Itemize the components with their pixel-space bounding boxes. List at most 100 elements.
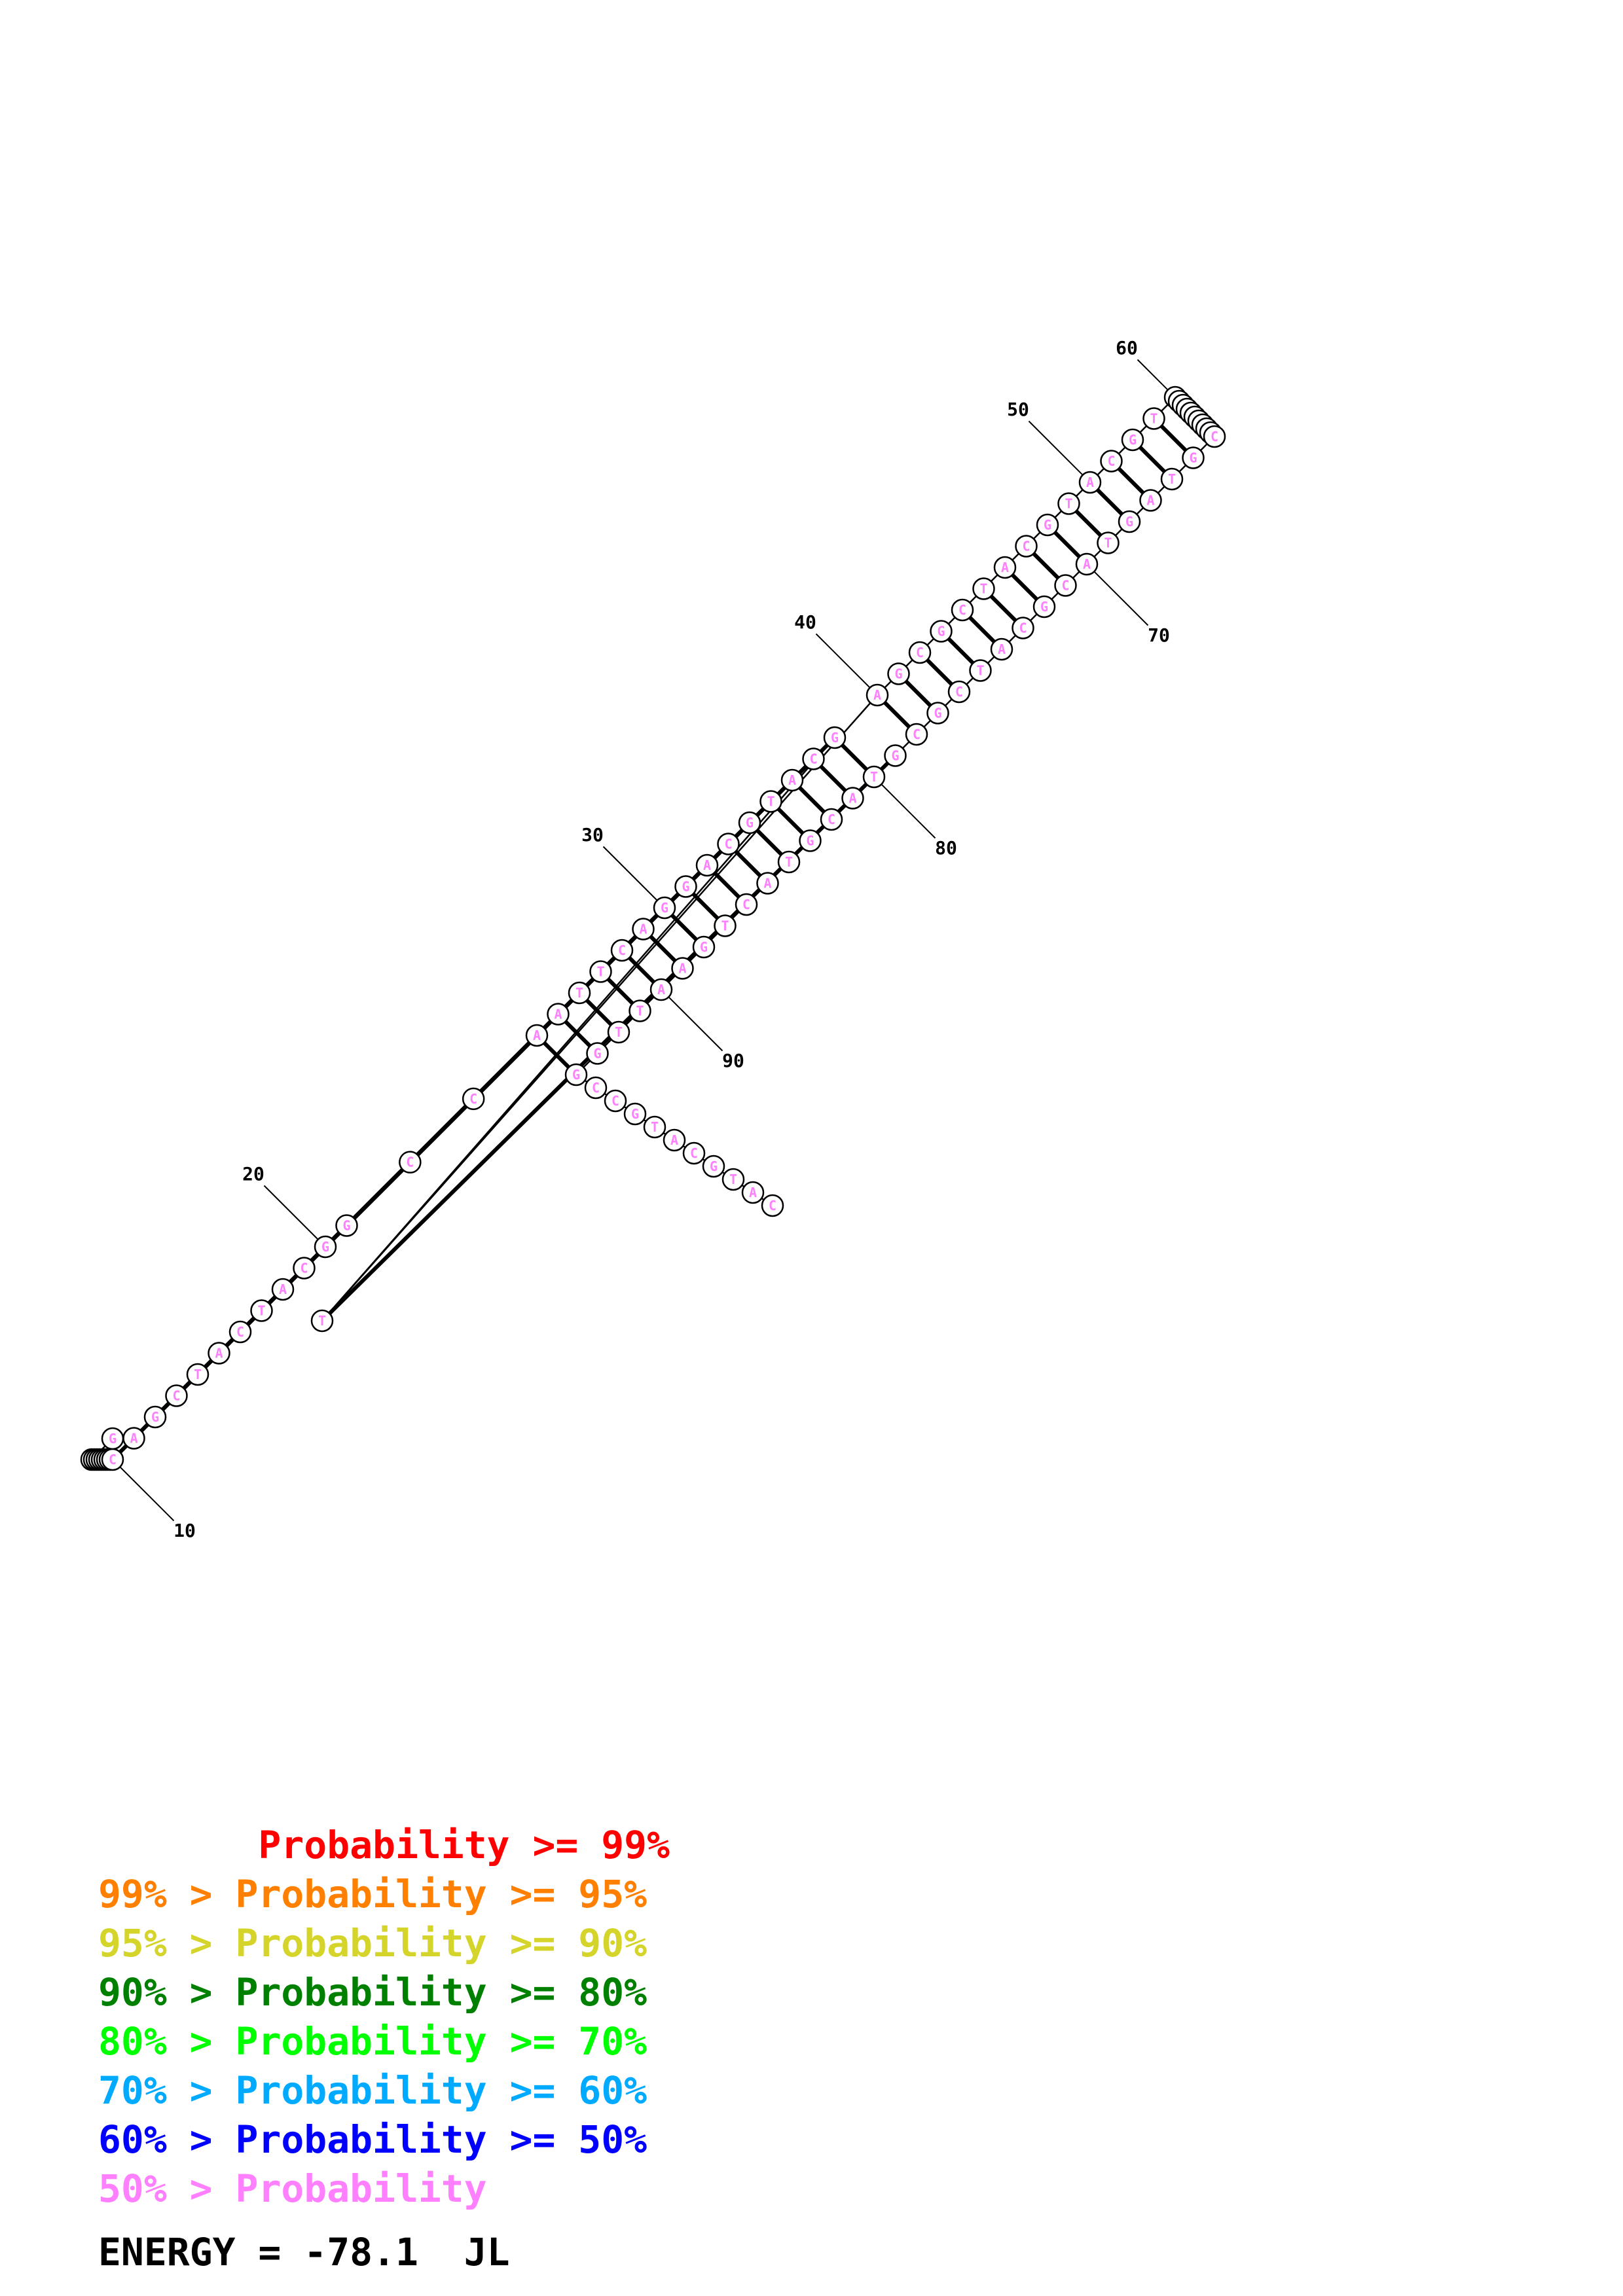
nucleotide-circle (101, 1448, 124, 1471)
nucleotide: T (972, 577, 995, 600)
nucleotide: T (777, 850, 801, 874)
backbone-link (321, 694, 878, 1321)
nucleotide-circle (674, 875, 697, 898)
nucleotide-circle (735, 893, 758, 916)
legend-line-2: 99% > Probability >= 95% (98, 1872, 647, 1916)
nucleotide-circle (525, 1024, 549, 1047)
nucleotide: G (702, 1155, 725, 1178)
nucleotide-circle (547, 1003, 570, 1026)
nucleotide-letter: T (767, 794, 775, 810)
nucleotide-circle (208, 1342, 230, 1365)
nucleotide-circle (663, 1128, 686, 1152)
base-pair-bond (320, 754, 897, 1323)
nucleotide-letter: C (955, 684, 963, 700)
numbering-tick (661, 989, 723, 1052)
nucleotide-letter: C (406, 1155, 414, 1170)
nucleotide: C (604, 1089, 627, 1113)
nucleotide-circle (993, 556, 1017, 579)
nucleotide: C (717, 833, 740, 855)
nucleotide-letter: G (1044, 517, 1051, 533)
nucleotide-letter: C (1019, 620, 1027, 636)
nucleotide-letter: G (891, 748, 899, 764)
nucleotide-letter: T (1150, 411, 1158, 427)
nucleotide: G (926, 702, 949, 725)
nucleotide: T (1160, 467, 1184, 491)
nucleotide: G (1121, 428, 1144, 452)
nucleotide-letter: T (596, 964, 604, 980)
nucleotide-circle (671, 957, 694, 980)
numbering-label: 90 (722, 1050, 744, 1071)
nucleotide: T (714, 914, 737, 937)
numbering-label: 70 (1148, 624, 1170, 646)
nucleotide-letter: C (1211, 429, 1218, 444)
nucleotide: G (586, 1042, 609, 1065)
nucleotide: T (568, 981, 591, 1005)
nucleotide: G (930, 620, 953, 643)
numbering-label: 40 (794, 611, 816, 633)
nucleotide-circle (741, 1181, 765, 1204)
nucleotide-circle (1121, 428, 1144, 452)
nucleotide-letter: C (469, 1091, 477, 1107)
nucleotide-circle (777, 850, 801, 874)
legend-line-5: 80% > Probability >= 70% (98, 2019, 647, 2064)
nucleotide-letter: C (300, 1261, 308, 1276)
nucleotide-circle (887, 662, 910, 685)
nucleotide: A (122, 1427, 145, 1450)
energy-label: ENERGY = -78.1 JL (98, 2230, 510, 2274)
nucleotide-letter: T (257, 1303, 265, 1319)
nucleotide-circle (1118, 510, 1141, 533)
nucleotide-circle (702, 1155, 725, 1178)
nucleotide-letter: A (763, 876, 771, 891)
nucleotide: C (293, 1257, 316, 1280)
nucleotide-circle (1139, 489, 1162, 512)
nucleotide: G (1118, 510, 1141, 533)
nucleotide-circle (643, 1115, 666, 1139)
nucleotide: A (1139, 489, 1162, 512)
numbering-tick (1028, 420, 1091, 483)
legend-line-3: 95% > Probability >= 90% (98, 1921, 647, 1965)
nucleotide: C (101, 1448, 124, 1471)
nucleotide-letter: C (828, 812, 835, 827)
nucleotide-letter: T (870, 769, 878, 785)
nucleotide: A (663, 1128, 686, 1152)
numbering-tick (602, 846, 665, 908)
numbering-tick (815, 633, 878, 696)
nucleotide-letter: G (342, 1218, 350, 1234)
nucleotide: C (1054, 574, 1077, 597)
nucleotide-letter: T (721, 918, 729, 934)
nucleotide-letter: A (533, 1028, 541, 1043)
nucleotide-letter: G (894, 666, 902, 682)
nucleotide-circle (271, 1278, 295, 1301)
nucleotide: T (629, 999, 651, 1022)
nucleotide-circle (926, 702, 949, 725)
nucleotide: G (799, 829, 822, 852)
nucleotide-circle (756, 872, 779, 895)
nucleotide-letter: G (321, 1239, 329, 1255)
nucleotide-circle (584, 1076, 608, 1100)
nucleotide-circle (761, 1194, 784, 1217)
nucleotide: C (802, 747, 825, 770)
nucleotide: G (1182, 446, 1205, 469)
nucleotide-letter: G (1189, 450, 1197, 466)
nucleotide: T (1057, 492, 1080, 515)
nucleotide-circle (1097, 531, 1120, 554)
nucleotide-circle (714, 914, 737, 937)
numbering-label: 10 (173, 1520, 196, 1541)
nucleotide: G (738, 811, 761, 834)
nucleotide-letter: A (215, 1346, 223, 1361)
nucleotide-letter: A (639, 922, 647, 937)
nucleotide-letter: T (785, 854, 793, 870)
nucleotide-letter: A (1146, 493, 1154, 509)
nucleotide-circle (610, 939, 634, 962)
nucleotide-circle (653, 896, 676, 920)
nucleotide-letter: T (194, 1367, 202, 1382)
nucleotide-circle (1054, 574, 1077, 597)
nucleotide-circle (969, 659, 992, 682)
nucleotide-letter: C (236, 1324, 244, 1340)
nucleotide-letter: T (976, 663, 984, 679)
nucleotide-letter: C (611, 1093, 619, 1109)
nucleotide-circle (862, 765, 886, 789)
numbering-tick (112, 1459, 175, 1522)
nucleotide: C (905, 723, 928, 746)
nucleotide-letter: C (1107, 454, 1115, 469)
